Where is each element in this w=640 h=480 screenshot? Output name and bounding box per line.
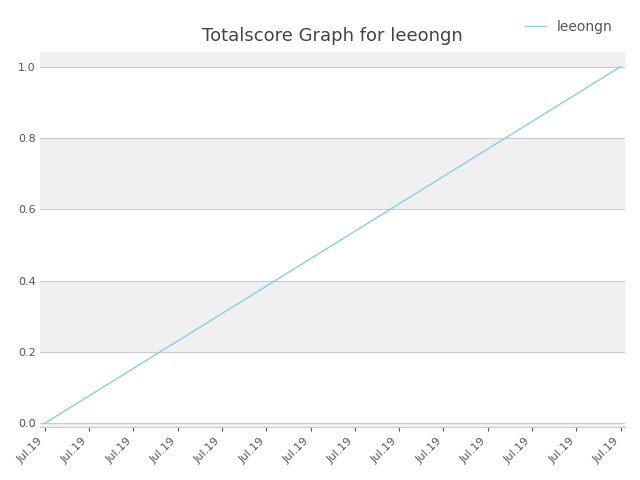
Bar	[40, 209, 625, 281]
Bar	[40, 52, 625, 67]
Line: leeongn: leeongn	[45, 67, 621, 423]
Bar	[40, 67, 625, 138]
leeongn	[617, 64, 625, 70]
Bar	[40, 352, 625, 423]
leeongn	[568, 94, 575, 100]
Title: Totalscore Graph for leeongn: Totalscore Graph for leeongn	[202, 27, 463, 45]
Bar	[40, 281, 625, 352]
leeongn	[588, 82, 595, 87]
leeongn	[148, 354, 156, 360]
leeongn	[76, 399, 83, 405]
leeongn	[195, 325, 202, 331]
leeongn	[64, 406, 72, 412]
leeongn	[41, 420, 49, 426]
Legend: leeongn: leeongn	[519, 14, 618, 39]
Bar	[40, 423, 625, 427]
Bar	[40, 138, 625, 209]
